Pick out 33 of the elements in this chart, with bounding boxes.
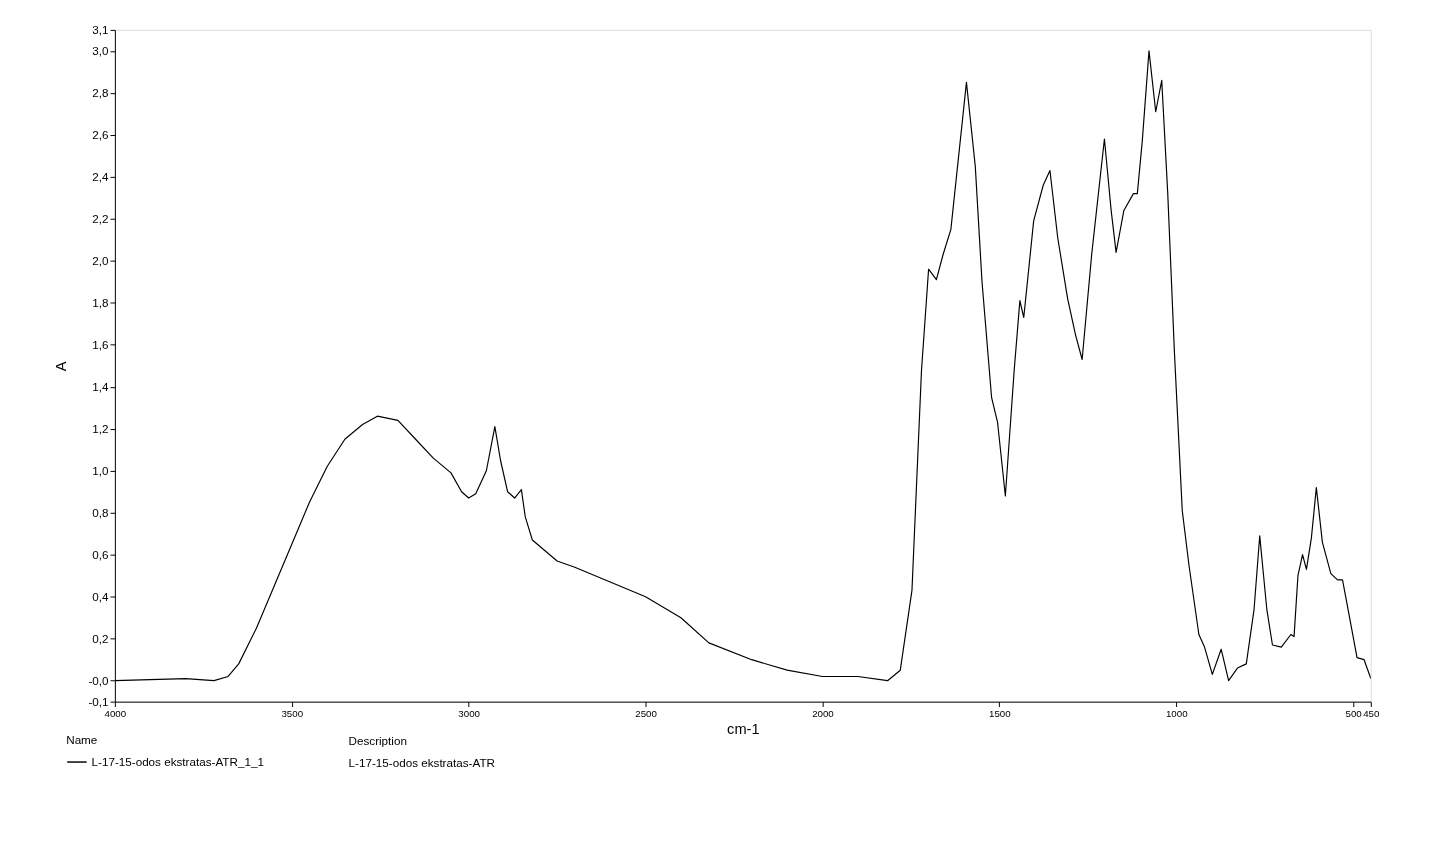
x-tick-label: 3000 xyxy=(458,707,481,719)
x-tick-label: 450 xyxy=(1363,707,1381,719)
y-tick-label: 0,2 xyxy=(92,632,109,646)
y-tick-label: 3,0 xyxy=(92,44,110,58)
y-tick-label: 2,4 xyxy=(92,170,110,184)
y-tick-label: 1,0 xyxy=(92,464,110,478)
y-tick-label: -0,1 xyxy=(88,695,109,709)
legend-title: Name xyxy=(66,732,98,746)
y-tick-label: 3,1 xyxy=(92,23,109,37)
y-tick-label: 1,6 xyxy=(92,338,109,352)
y-axis-title: A xyxy=(53,361,70,372)
y-tick-label: 0,6 xyxy=(92,548,109,562)
x-tick-label: 2000 xyxy=(812,707,835,719)
y-tick-label: 0,4 xyxy=(92,590,110,604)
text: L-17-15-odos ekstratas-ATR xyxy=(348,755,495,769)
y-tick-label: 1,8 xyxy=(92,296,109,310)
x-tick-label: 1500 xyxy=(989,707,1012,719)
x-tick-label: 4000 xyxy=(104,707,127,719)
x-tick-label: 1000 xyxy=(1165,707,1189,719)
x-tick-label: 3500 xyxy=(281,707,304,719)
y-tick-label: 1,2 xyxy=(92,422,109,436)
legend-label: L-17-15-odos ekstratas-ATR_1_1 xyxy=(91,754,264,768)
y-tick-label: -0,0 xyxy=(88,674,110,688)
y-tick-label: 1,4 xyxy=(92,380,110,394)
x-tick-label: 500 xyxy=(1345,707,1363,719)
y-tick-label: 2,0 xyxy=(92,254,110,268)
y-tick-label: 0,8 xyxy=(92,506,109,520)
y-tick-label: 2,2 xyxy=(92,212,109,226)
x-tick-label: 2500 xyxy=(635,707,658,719)
text: Description xyxy=(348,734,407,748)
x-axis-title: cm-1 xyxy=(727,721,760,738)
y-tick-label: 2,6 xyxy=(92,128,109,142)
y-tick-label: 2,8 xyxy=(92,86,109,100)
